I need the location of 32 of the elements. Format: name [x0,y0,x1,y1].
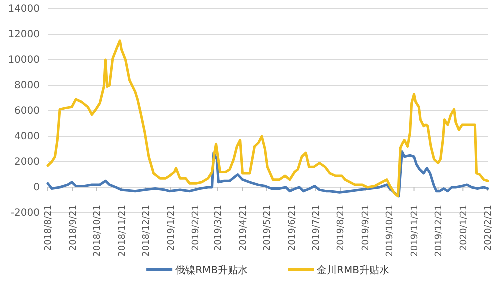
x-tick-label: 2019/8/21 [336,205,347,252]
x-tick-label: 2019/7/21 [312,205,322,252]
x-tick-label: 2020/2/21 [484,205,494,252]
y-tick-label: 10000 [8,55,40,66]
x-tick-label: 2019/3/21 [214,205,224,252]
line-series [46,40,490,198]
x-tick-label: 2018/12/21 [142,205,152,257]
y-tick-label: 8000 [14,80,40,92]
y-tick-label: 2000 [14,157,40,168]
y-tick-label: 6000 [14,106,40,118]
y-tick-label: 4000 [14,132,40,143]
x-tick-label: 2018/11/21 [118,205,128,257]
x-tick-label: 2019/6/21 [288,205,298,252]
legend-label: 金川RMB升贴水 [317,264,390,276]
x-tick-label: 2018/8/21 [44,205,54,252]
x-tick-label: 2019/1/21 [166,205,177,252]
x-tick-label: 2019/2/21 [192,205,202,252]
x-tick-label: 2019/11/21 [410,205,420,257]
y-tick-label: 12000 [8,30,40,41]
y-tick-label: 0 [34,182,40,194]
x-tick-label: 2018/10/21 [93,205,104,257]
line-series [46,150,490,198]
x-tick-label: 2020/1/21 [459,205,470,252]
x-tick-label: 2019/9/21 [362,205,372,252]
x-tick-label: 2019/5/21 [262,205,273,252]
y-tick-label: 14000 [8,4,40,16]
x-tick-label: 2019/10/21 [386,205,396,257]
y-tick-label: -2000 [10,208,40,220]
x-tick-label: 2019/4/21 [238,205,249,252]
x-tick-label: 2019/12/21 [434,205,444,257]
legend-label: 俄镍RMB升贴水 [176,264,248,276]
x-tick-label: 2018/9/21 [68,205,79,252]
